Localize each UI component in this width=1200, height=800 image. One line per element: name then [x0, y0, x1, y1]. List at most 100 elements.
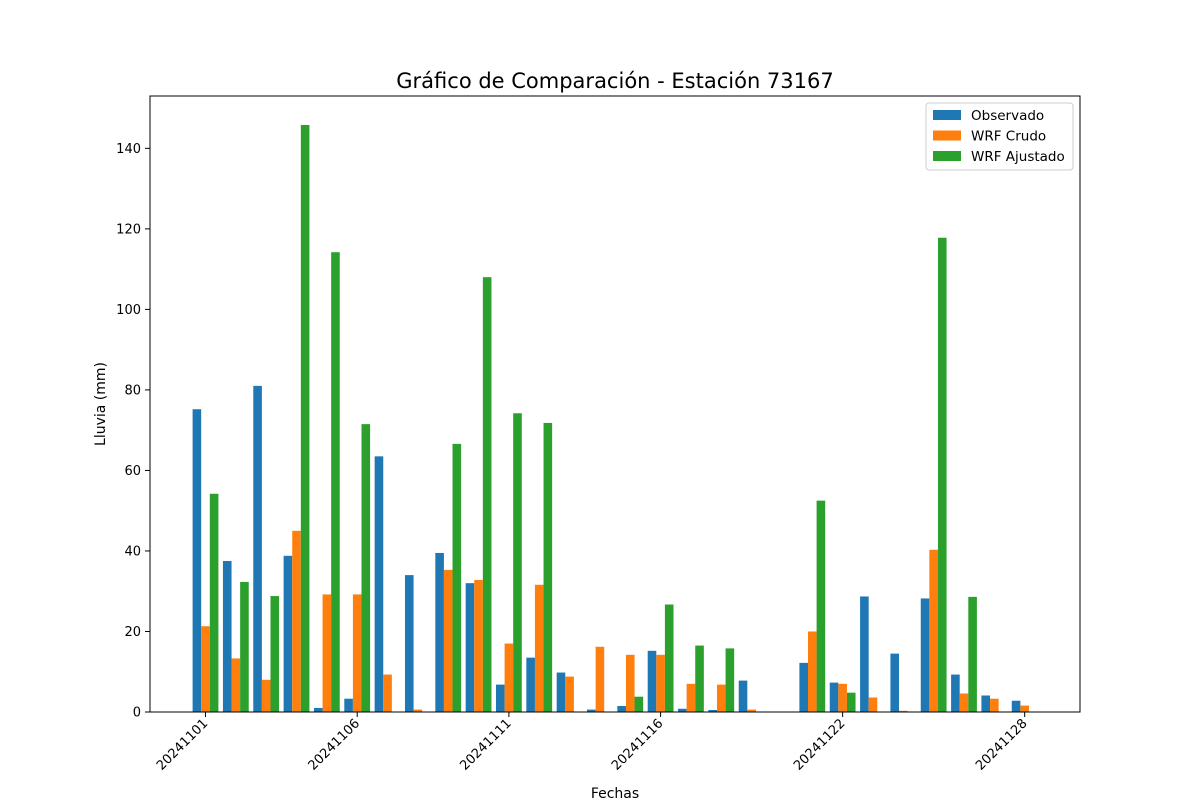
bar-wrf-ajustado [361, 424, 371, 712]
bar-observado [981, 695, 991, 712]
legend-entry: WRF Crudo [971, 129, 1046, 145]
bar-wrf-crudo [322, 594, 332, 712]
bar-wrf-crudo [292, 530, 301, 712]
y-tick-label: 100 [116, 303, 141, 318]
bar-wrf-ajustado [543, 422, 553, 712]
bar-wrf-crudo [413, 709, 423, 712]
bar-wrf-ajustado [695, 645, 704, 712]
bar-wrf-crudo [716, 684, 726, 712]
x-tick-label: 20241106 [306, 716, 363, 773]
y-tick-label: 120 [116, 222, 141, 237]
x-tick-label: 20241128 [973, 716, 1030, 773]
bar-wrf-ajustado [270, 596, 280, 712]
y-tick-label: 40 [124, 544, 141, 559]
bar-wrf-crudo [929, 549, 938, 712]
bar-wrf-crudo [625, 654, 635, 712]
bar-wrf-crudo [201, 626, 210, 712]
bar-wrf-crudo [899, 710, 908, 712]
bar-wrf-crudo [1020, 705, 1029, 712]
bar-observado [920, 598, 930, 712]
legend-swatch [933, 130, 961, 141]
bar-wrf-ajustado [725, 648, 735, 712]
bar-wrf-crudo [808, 631, 817, 712]
bar-wrf-crudo [352, 594, 362, 712]
bar-observado [192, 409, 202, 712]
bar-wrf-crudo [595, 646, 605, 712]
bar-wrf-ajustado [937, 237, 947, 712]
y-tick-label: 20 [124, 625, 141, 640]
bar-wrf-ajustado [968, 596, 977, 712]
bar-observado [860, 596, 869, 712]
bar-wrf-ajustado [482, 277, 492, 712]
bar-wrf-crudo [990, 698, 999, 712]
legend-entry: WRF Ajustado [971, 149, 1065, 165]
legend: Observado WRF Crudo WRF Ajustado [925, 102, 1074, 171]
bar-wrf-crudo [443, 569, 453, 712]
y-tick-label: 0 [133, 706, 141, 721]
bar-wrf-ajustado [331, 252, 340, 712]
bar-observado [951, 674, 960, 712]
bar-wrf-ajustado [209, 493, 219, 712]
y-tick-label: 140 [116, 142, 141, 157]
bar-observado [374, 456, 384, 712]
x-tick-label: 20241122 [791, 716, 848, 773]
bar-wrf-ajustado [240, 581, 249, 712]
legend-box [925, 102, 1074, 171]
bar-wrf-crudo [231, 658, 241, 712]
bar-wrf-crudo [959, 693, 969, 712]
bar-wrf-crudo [565, 676, 574, 712]
bar-observado [496, 684, 505, 712]
x-tick-label: 20241116 [609, 716, 666, 773]
chart-title: Gráfico de Comparación - Estación 73167 [396, 69, 833, 93]
bar-wrf-ajustado [846, 692, 856, 712]
bar-observado [587, 709, 596, 712]
bar-observado [222, 561, 232, 712]
plot-frame [149, 95, 1081, 713]
x-tick-label: 20241111 [457, 716, 514, 773]
bar-observado [738, 680, 748, 712]
bar-observado [283, 555, 293, 712]
y-tick-label: 60 [124, 464, 141, 479]
y-tick-label: 80 [124, 383, 141, 398]
bar-wrf-crudo [656, 654, 665, 712]
bar-wrf-crudo [534, 584, 544, 712]
bar-wrf-ajustado [513, 413, 522, 712]
bar-observado [253, 385, 262, 712]
bar-observado [647, 650, 657, 712]
bar-wrf-ajustado [300, 124, 310, 713]
bar-observado [313, 707, 323, 712]
bar-observado [344, 698, 353, 712]
bar-wrf-crudo [747, 709, 756, 712]
bar-observado [435, 552, 444, 712]
bar-wrf-ajustado [664, 604, 674, 712]
bar-observado [708, 709, 717, 712]
bar-observado [404, 575, 414, 712]
bar-observado [799, 662, 808, 712]
x-tick-label: 20241101 [154, 716, 211, 773]
bar-observado [556, 672, 566, 712]
bar-wrf-crudo [686, 683, 696, 712]
bar-wrf-crudo [838, 683, 847, 712]
bar-observado [526, 657, 535, 712]
bar-wrf-crudo [261, 679, 271, 712]
bar-wrf-crudo [868, 697, 878, 712]
bar-observado [678, 708, 687, 712]
bar-observado [617, 705, 626, 712]
bar-observado [890, 653, 900, 712]
y-axis-label: Lluvia (mm) [93, 362, 109, 446]
bar-observado [1011, 700, 1021, 712]
legend-swatch [933, 110, 961, 120]
legend-entry: Observado [971, 108, 1044, 124]
bar-observado [465, 583, 475, 712]
bar-wrf-ajustado [816, 500, 826, 712]
bar-observado [829, 682, 839, 712]
bar-wrf-ajustado [634, 696, 644, 712]
bar-wrf-crudo [474, 579, 483, 712]
bar-wrf-crudo [383, 674, 392, 712]
bars-group [192, 124, 1029, 713]
x-axis-ticks: 20241101 20241106 20241111 20241116 20241122… [154, 712, 1031, 774]
legend-swatch [933, 151, 961, 161]
bar-wrf-ajustado [452, 443, 462, 712]
